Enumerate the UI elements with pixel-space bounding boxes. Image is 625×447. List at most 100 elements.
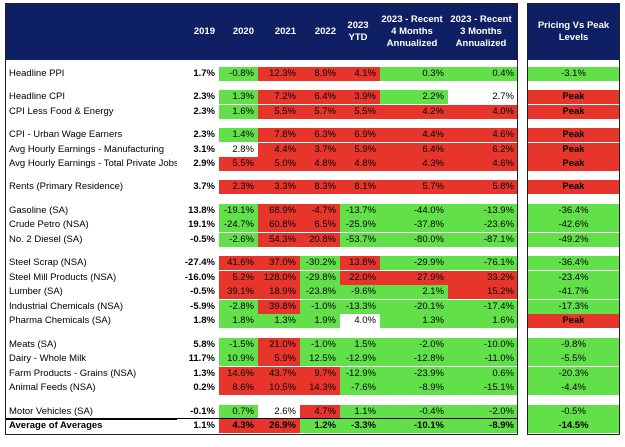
value-cell: -13.9% — [448, 203, 518, 218]
value-cell: 1.3% — [380, 314, 448, 329]
value-cell: -29.8% — [300, 270, 340, 285]
value-cell: -19.1% — [219, 203, 258, 218]
value-cell: -30.2% — [300, 256, 340, 270]
value-cell: -0.5% — [177, 285, 219, 300]
row-label: Crude Petro (NSA) — [9, 219, 89, 231]
value-cell: 0.6% — [448, 366, 518, 381]
value-cell: 1.4% — [219, 128, 258, 142]
value-cell: 6.5% — [300, 218, 340, 233]
value-cell: 2.3% — [177, 104, 219, 119]
row-divider — [5, 418, 518, 420]
value-cell: 60.8% — [258, 218, 300, 233]
column-header: 2019 — [193, 25, 215, 37]
value-cell: 6.9% — [340, 128, 380, 142]
row-label: Headline PPI — [9, 68, 65, 79]
value-cell: -12.9% — [340, 352, 380, 367]
peak-cell: -5.5% — [527, 352, 620, 367]
value-cell: 6.2% — [448, 142, 518, 157]
value-cell: -0.8% — [219, 67, 258, 81]
value-cell: 4.0% — [340, 314, 380, 329]
value-cell: -53.7% — [340, 232, 380, 247]
row-label: Motor Vehicles (SA) — [9, 405, 93, 417]
header-bg — [5, 3, 518, 60]
value-cell: -2.0% — [448, 404, 518, 419]
value-cell: 13.8% — [177, 203, 219, 218]
value-cell: 1.6% — [448, 314, 518, 329]
value-cell: -87.1% — [448, 232, 518, 247]
value-cell: 4.6% — [448, 128, 518, 142]
row-label: Gasoline (SA) — [9, 204, 69, 216]
row-label: Steel Scrap (NSA) — [9, 257, 87, 268]
value-cell: 3.9% — [340, 90, 380, 105]
value-cell: 2.8% — [219, 142, 258, 157]
value-cell: 5.9% — [340, 142, 380, 157]
value-cell: -23.8% — [300, 285, 340, 300]
value-cell: -2.6% — [219, 232, 258, 247]
value-cell: -11.0% — [448, 352, 518, 367]
peak-cell: -3.1% — [527, 67, 620, 81]
peak-cell: -4.4% — [527, 381, 620, 396]
value-cell: 1.8% — [177, 314, 219, 329]
row-label: Headline CPI — [9, 91, 65, 103]
peak-cell: -17.3% — [527, 299, 620, 314]
value-cell: 1.7% — [177, 67, 219, 81]
peak-cell: -49.2% — [527, 232, 620, 247]
value-cell: 6.3% — [300, 128, 340, 142]
value-cell: 39.1% — [219, 285, 258, 300]
peak-cell: Peak — [527, 157, 620, 172]
value-cell: 68.9% — [258, 203, 300, 218]
header-bg — [527, 3, 620, 60]
value-cell: 54.3% — [258, 232, 300, 247]
value-cell: 7.2% — [258, 90, 300, 105]
value-cell: 1.2% — [300, 419, 340, 434]
value-cell: -23.6% — [448, 218, 518, 233]
value-cell: 2.6% — [258, 404, 300, 419]
value-cell: -76.1% — [448, 256, 518, 270]
value-cell: 5.8% — [177, 337, 219, 352]
peak-cell: -42.6% — [527, 218, 620, 233]
value-cell: 2.3% — [219, 180, 258, 195]
value-cell: -15.1% — [448, 381, 518, 396]
value-cell: 43.7% — [258, 366, 300, 381]
row-label: Farm Products - Grains (NSA) — [9, 367, 137, 379]
value-cell: 0.3% — [380, 67, 448, 81]
value-cell: 13.8% — [340, 256, 380, 270]
value-cell: -1.0% — [300, 337, 340, 352]
value-cell: 4.3% — [219, 419, 258, 434]
value-cell: 5.7% — [380, 180, 448, 195]
row-label: Lumber (SA) — [9, 286, 63, 298]
value-cell: 21.0% — [258, 337, 300, 352]
value-cell: 19.1% — [177, 218, 219, 233]
value-cell: 12.3% — [258, 67, 300, 81]
value-cell: 0.7% — [219, 404, 258, 419]
value-cell: 26.9% — [258, 419, 300, 434]
value-cell: 0.4% — [448, 67, 518, 81]
value-cell: 37.0% — [258, 256, 300, 270]
value-cell: 1.1% — [177, 419, 219, 434]
value-cell: 4.0% — [448, 104, 518, 119]
value-cell: 9.7% — [300, 366, 340, 381]
value-cell: -13.3% — [340, 299, 380, 314]
value-cell: 3.7% — [300, 142, 340, 157]
peak-cell: -23.4% — [527, 270, 620, 285]
row-label: Industrial Chemicals (NSA) — [9, 300, 124, 312]
peak-cell: -14.5% — [527, 419, 620, 434]
value-cell: 4.6% — [448, 157, 518, 172]
value-cell: 1.6% — [219, 104, 258, 119]
value-cell: 39.8% — [258, 299, 300, 314]
peak-cell: -41.7% — [527, 285, 620, 300]
value-cell: 2.1% — [380, 285, 448, 300]
value-cell: 6.4% — [300, 90, 340, 105]
value-cell: 0.2% — [177, 381, 219, 396]
peak-cell: Peak — [527, 180, 620, 195]
value-cell: 11.7% — [177, 352, 219, 367]
value-cell: -10.0% — [448, 337, 518, 352]
row-label: Avg Hourly Earnings - Manufacturing — [9, 143, 165, 155]
value-cell: 4.2% — [380, 104, 448, 119]
row-label: No. 2 Diesel (SA) — [9, 233, 83, 245]
value-cell: 5.9% — [258, 352, 300, 367]
value-cell: 2.7% — [448, 90, 518, 105]
value-cell: -0.5% — [177, 232, 219, 247]
value-cell: 5.8% — [448, 180, 518, 195]
value-cell: -8.9% — [380, 381, 448, 396]
